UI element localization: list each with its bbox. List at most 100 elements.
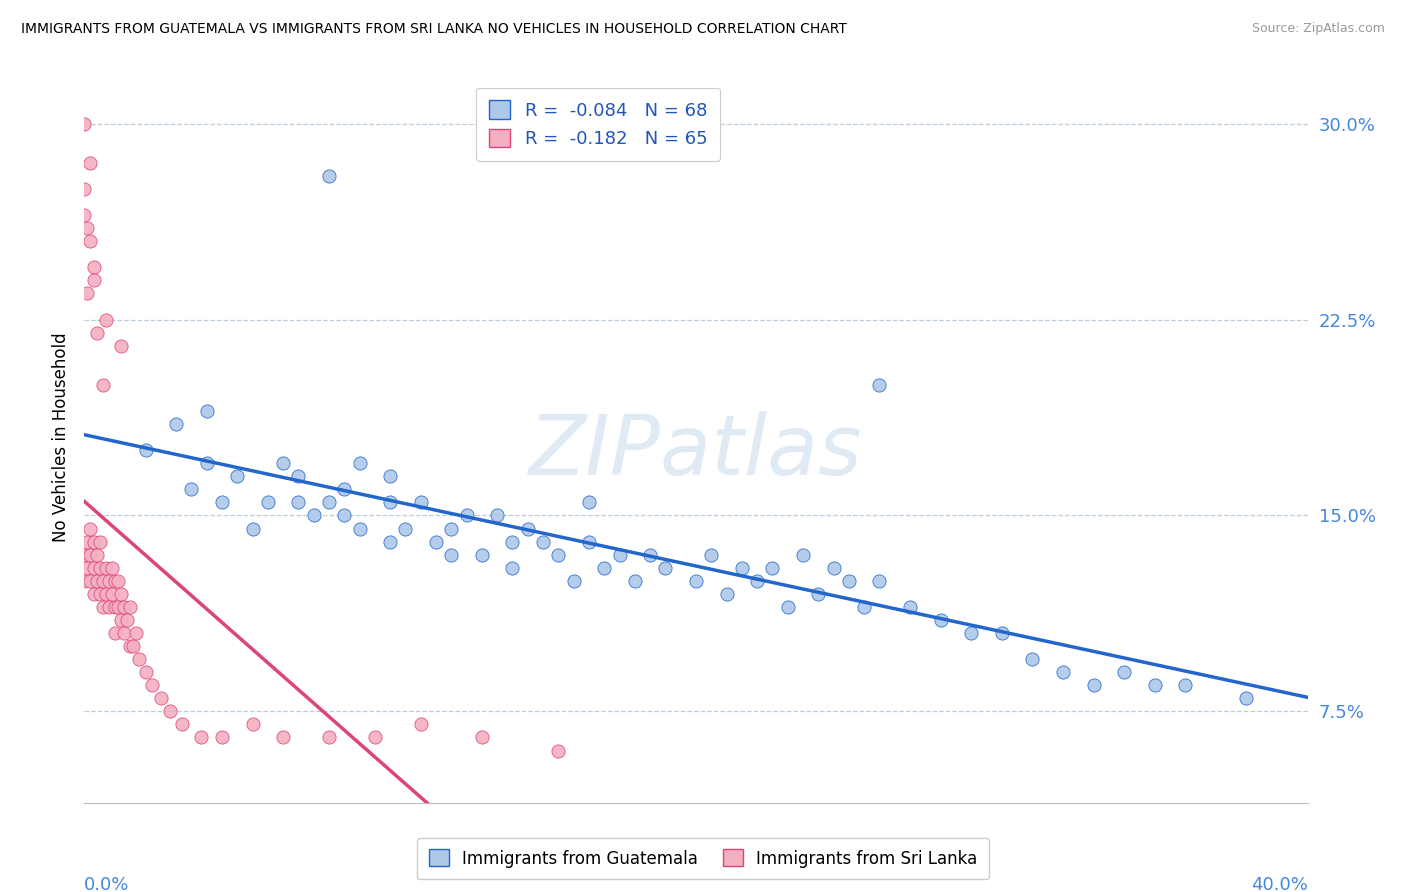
Point [112, 626, 135, 640]
Point [547, 743, 569, 757]
Point [776, 599, 799, 614]
Point [190, 731, 212, 745]
Point [79, 234, 101, 248]
Point [1114, 665, 1136, 680]
Point [79, 548, 101, 562]
Point [110, 613, 132, 627]
Point [107, 599, 129, 614]
Point [180, 483, 202, 497]
Point [318, 731, 340, 745]
Point [471, 731, 494, 745]
Point [242, 717, 264, 731]
Point [898, 599, 921, 614]
Point [1174, 678, 1197, 692]
Point [333, 483, 356, 497]
Point [409, 717, 432, 731]
Point [86, 326, 108, 340]
Point [578, 534, 600, 549]
Point [73, 182, 96, 196]
Point [271, 456, 294, 470]
Point [91, 377, 114, 392]
Point [91, 574, 114, 588]
Point [333, 508, 356, 523]
Point [89, 560, 111, 574]
Text: 40.0%: 40.0% [1251, 876, 1308, 892]
Point [869, 377, 891, 392]
Point [104, 574, 127, 588]
Point [624, 574, 647, 588]
Point [929, 613, 952, 627]
Point [226, 469, 249, 483]
Point [991, 626, 1014, 640]
Point [747, 574, 769, 588]
Point [486, 508, 509, 523]
Point [165, 417, 187, 431]
Point [86, 574, 108, 588]
Text: Source: ZipAtlas.com: Source: ZipAtlas.com [1251, 22, 1385, 36]
Point [1236, 691, 1258, 706]
Point [76, 286, 98, 301]
Point [531, 534, 554, 549]
Point [73, 117, 96, 131]
Point [700, 548, 723, 562]
Point [609, 548, 631, 562]
Point [380, 469, 402, 483]
Point [960, 626, 983, 640]
Point [271, 731, 294, 745]
Point [257, 495, 280, 509]
Point [89, 534, 111, 549]
Point [159, 705, 181, 719]
Point [302, 508, 325, 523]
Point [122, 639, 145, 653]
Legend: R =  -0.084   N = 68, R =  -0.182   N = 65: R = -0.084 N = 68, R = -0.182 N = 65 [477, 87, 720, 161]
Point [211, 495, 233, 509]
Point [128, 652, 150, 666]
Point [79, 521, 101, 535]
Point [83, 273, 105, 287]
Point [135, 665, 157, 680]
Point [654, 560, 676, 574]
Point [120, 639, 142, 653]
Point [562, 574, 585, 588]
Point [101, 560, 124, 574]
Point [807, 587, 830, 601]
Point [73, 548, 96, 562]
Point [761, 560, 783, 574]
Point [516, 521, 538, 535]
Point [318, 495, 340, 509]
Point [440, 521, 463, 535]
Point [83, 587, 105, 601]
Point [638, 548, 661, 562]
Point [1143, 678, 1166, 692]
Point [242, 521, 264, 535]
Point [73, 574, 96, 588]
Point [141, 678, 163, 692]
Point [869, 574, 891, 588]
Text: 0.0%: 0.0% [84, 876, 129, 892]
Point [73, 208, 96, 222]
Point [86, 548, 108, 562]
Point [838, 574, 860, 588]
Point [97, 574, 120, 588]
Point [1083, 678, 1105, 692]
Point [409, 495, 432, 509]
Point [318, 169, 340, 183]
Point [380, 495, 402, 509]
Point [440, 548, 463, 562]
Point [79, 156, 101, 170]
Point [83, 560, 105, 574]
Point [104, 599, 127, 614]
Point [83, 534, 105, 549]
Point [195, 456, 218, 470]
Point [349, 521, 371, 535]
Point [716, 587, 738, 601]
Point [287, 495, 309, 509]
Point [380, 534, 402, 549]
Point [110, 587, 132, 601]
Point [115, 613, 138, 627]
Point [502, 560, 524, 574]
Point [685, 574, 707, 588]
Point [91, 599, 114, 614]
Point [502, 534, 524, 549]
Point [287, 469, 309, 483]
